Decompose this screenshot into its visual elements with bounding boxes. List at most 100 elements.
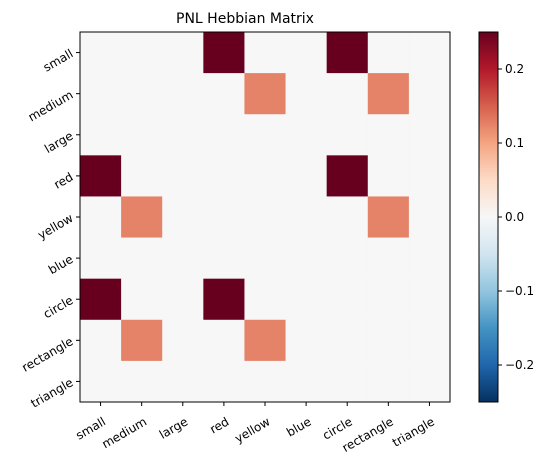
heatmap-cell-small-red (203, 32, 245, 74)
heatmap-cell-medium-medium (121, 73, 163, 115)
heatmap-cell-triangle-small (80, 360, 122, 403)
heatmap-cell-large-circle (326, 114, 369, 156)
x-tick-label: triangle (390, 414, 437, 449)
heatmap-cell-blue-red (203, 237, 245, 280)
heatmap-cell-medium-rectangle (367, 73, 410, 115)
colorbar-tick-label: 0.1 (505, 136, 524, 150)
heatmap-cell-triangle-yellow (244, 360, 286, 403)
heatmap-cell-triangle-red (203, 360, 245, 403)
colorbar-tick-label: 0.0 (505, 210, 524, 224)
heatmap-cell-large-small (80, 114, 122, 156)
heatmap-cell-rectangle-small (80, 319, 122, 362)
heatmap-cell-circle-blue (285, 278, 328, 321)
x-tick-label: yellow (232, 414, 272, 445)
heatmap-cell-rectangle-blue (285, 319, 328, 362)
heatmap-cell-blue-large (162, 237, 204, 280)
heatmap-cell-large-red (203, 114, 245, 156)
heatmap-cell-triangle-rectangle (367, 360, 410, 403)
heatmap-cell-small-blue (285, 32, 328, 74)
chart-title: PNL Hebbian Matrix (176, 11, 314, 27)
heatmap-cells (80, 32, 451, 403)
heatmap-cell-rectangle-medium (121, 319, 163, 362)
heatmap-cell-yellow-red (203, 196, 245, 238)
heatmap-cell-blue-triangle (408, 237, 451, 280)
heatmap-cell-yellow-circle (326, 196, 369, 238)
colorbar-tick-label: −0.2 (505, 358, 534, 372)
x-tick-label: red (207, 414, 231, 436)
heatmap-cell-medium-yellow (244, 73, 286, 115)
heatmap-cell-small-rectangle (367, 32, 410, 74)
y-tick-label: small (41, 46, 76, 74)
colorbar (478, 31, 499, 403)
heatmap-cell-small-yellow (244, 32, 286, 74)
heatmap-cell-red-medium (121, 155, 163, 197)
heatmap-cell-yellow-yellow (244, 196, 286, 238)
heatmap-cell-red-rectangle (367, 155, 410, 197)
y-tick-label: triangle (28, 375, 75, 410)
heatmap-cell-circle-circle (326, 278, 369, 321)
x-tick-label: large (157, 414, 190, 441)
heatmap-cell-circle-rectangle (367, 278, 410, 321)
heatmap-cell-triangle-blue (285, 360, 328, 403)
heatmap-cell-large-large (162, 114, 204, 156)
heatmap-cell-blue-medium (121, 237, 163, 280)
heatmap-cell-triangle-triangle (408, 360, 451, 403)
heatmap-cell-rectangle-triangle (408, 319, 451, 362)
heatmap-cell-triangle-medium (121, 360, 163, 403)
x-tick-label: medium (99, 414, 149, 451)
heatmap-cell-rectangle-large (162, 319, 204, 362)
heatmap-cell-rectangle-circle (326, 319, 369, 362)
heatmap-cell-blue-circle (326, 237, 369, 280)
heatmap-cell-circle-small (80, 278, 122, 321)
heatmap-cell-medium-large (162, 73, 204, 115)
heatmap-cell-medium-small (80, 73, 122, 115)
heatmap-cell-small-circle (326, 32, 369, 74)
x-tick-label: blue (284, 414, 313, 439)
heatmap-cell-circle-triangle (408, 278, 451, 321)
heatmap-cell-large-rectangle (367, 114, 410, 156)
heatmap-cell-blue-rectangle (367, 237, 410, 280)
heatmap-cell-small-large (162, 32, 204, 74)
heatmap-cell-rectangle-yellow (244, 319, 286, 362)
y-tick-label: medium (26, 88, 76, 125)
y-tick-label: circle (41, 293, 76, 321)
heatmap-cell-medium-triangle (408, 73, 451, 115)
colorbar-tick-label: −0.1 (505, 284, 534, 298)
heatmap-cell-rectangle-red (203, 319, 245, 362)
heatmap-cell-circle-large (162, 278, 204, 321)
heatmap-cell-circle-medium (121, 278, 163, 321)
colorbar-tick-label: 0.2 (505, 62, 524, 76)
y-tick-label: yellow (35, 211, 75, 242)
y-tick-label: rectangle (19, 334, 75, 374)
heatmap-cell-yellow-small (80, 196, 122, 238)
heatmap-cell-triangle-circle (326, 360, 369, 403)
heatmap-cell-blue-yellow (244, 237, 286, 280)
heatmap-cell-small-small (80, 32, 122, 74)
y-axis-ticks: small medium large red yellow blue circle recta… (19, 46, 80, 411)
heatmap-cell-small-triangle (408, 32, 451, 74)
y-tick-label: red (51, 170, 75, 192)
heatmap-cell-red-large (162, 155, 204, 197)
heatmap-cell-medium-red (203, 73, 245, 115)
colorbar-ticks: −0.2 −0.1 0.0 0.1 0.2 (498, 62, 534, 372)
y-tick-label: large (42, 129, 75, 156)
heatmap-cell-medium-circle (326, 73, 369, 115)
heatmap-cell-red-yellow (244, 155, 286, 197)
heatmap-cell-red-triangle (408, 155, 451, 197)
heatmap-cell-triangle-large (162, 360, 204, 403)
heatmap-cell-yellow-rectangle (367, 196, 410, 238)
heatmap-cell-medium-blue (285, 73, 328, 115)
heatmap-cell-large-triangle (408, 114, 451, 156)
heatmap-cell-large-blue (285, 114, 328, 156)
heatmap-cell-blue-blue (285, 237, 328, 280)
heatmap-cell-red-circle (326, 155, 369, 197)
heatmap-cell-red-red (203, 155, 245, 197)
heatmap-cell-yellow-blue (285, 196, 328, 238)
heatmap-cell-yellow-triangle (408, 196, 451, 238)
heatmap-cell-circle-red (203, 278, 245, 321)
heatmap-cell-yellow-large (162, 196, 204, 238)
heatmap-cell-circle-yellow (244, 278, 286, 321)
heatmap-cell-small-medium (121, 32, 163, 74)
